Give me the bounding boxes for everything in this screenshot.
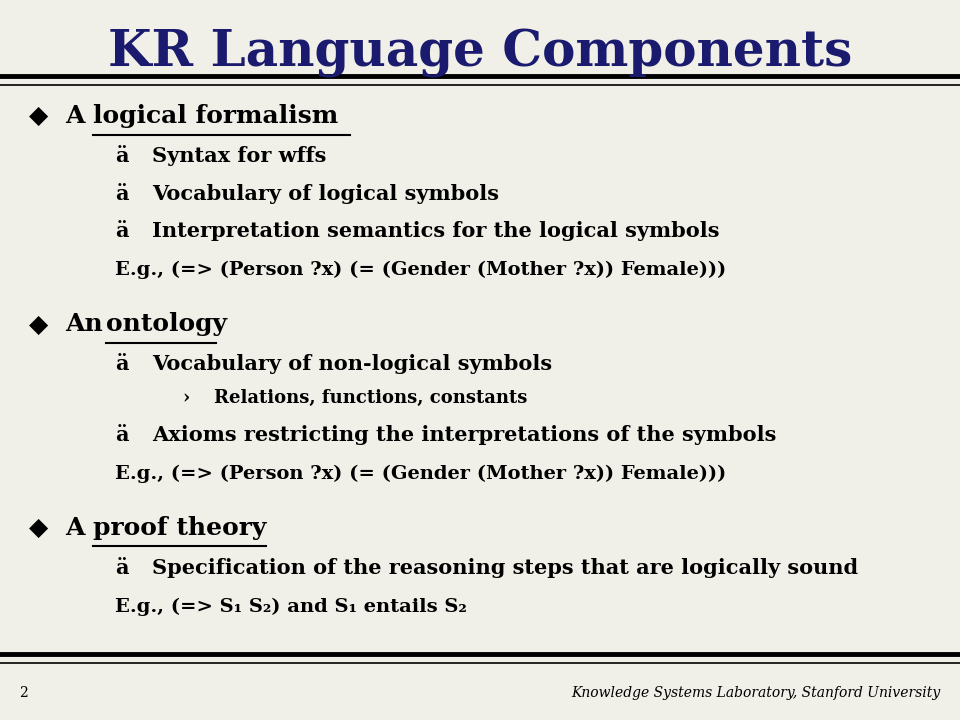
- Text: Knowledge Systems Laboratory, Stanford University: Knowledge Systems Laboratory, Stanford U…: [571, 685, 941, 700]
- Text: ontology: ontology: [106, 312, 227, 336]
- Text: Axioms restricting the interpretations of the symbols: Axioms restricting the interpretations o…: [152, 425, 776, 445]
- Text: E.g., (=> (Person ?x) (= (Gender (Mother ?x)) Female))): E.g., (=> (Person ?x) (= (Gender (Mother…: [115, 464, 727, 482]
- Text: proof theory: proof theory: [93, 516, 267, 540]
- Text: Relations, functions, constants: Relations, functions, constants: [214, 389, 527, 407]
- Text: ä: ä: [115, 146, 129, 166]
- Text: Vocabulary of non-logical symbols: Vocabulary of non-logical symbols: [152, 354, 552, 374]
- Text: 2: 2: [19, 685, 28, 700]
- Text: Specification of the reasoning steps that are logically sound: Specification of the reasoning steps tha…: [152, 558, 858, 578]
- Text: Syntax for wffs: Syntax for wffs: [152, 146, 326, 166]
- Text: ›: ›: [182, 389, 190, 407]
- Text: ä: ä: [115, 184, 129, 204]
- Text: ä: ä: [115, 425, 129, 445]
- Text: ä: ä: [115, 354, 129, 374]
- Text: ◆: ◆: [29, 516, 48, 540]
- Text: ◆: ◆: [29, 104, 48, 128]
- Text: An: An: [65, 312, 111, 336]
- Text: A: A: [65, 516, 93, 540]
- Text: Interpretation semantics for the logical symbols: Interpretation semantics for the logical…: [152, 221, 719, 241]
- Text: KR Language Components: KR Language Components: [108, 29, 852, 78]
- Text: A: A: [65, 104, 93, 128]
- Text: ◆: ◆: [29, 312, 48, 336]
- Text: E.g., (=> (Person ?x) (= (Gender (Mother ?x)) Female))): E.g., (=> (Person ?x) (= (Gender (Mother…: [115, 261, 727, 279]
- Text: ä: ä: [115, 558, 129, 578]
- Text: Vocabulary of logical symbols: Vocabulary of logical symbols: [152, 184, 498, 204]
- Text: logical formalism: logical formalism: [93, 104, 338, 128]
- Text: E.g., (=> S₁ S₂) and S₁ entails S₂: E.g., (=> S₁ S₂) and S₁ entails S₂: [115, 598, 468, 616]
- Text: ä: ä: [115, 221, 129, 241]
